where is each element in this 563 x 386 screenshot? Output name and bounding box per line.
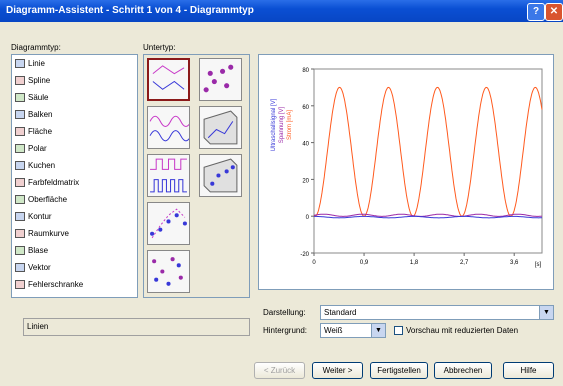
display-value: Standard [324, 308, 357, 317]
description-box: Linien [23, 318, 250, 336]
pie-chart-icon [15, 161, 25, 171]
chart-type-label: Polar [28, 144, 47, 153]
contour-chart-icon [15, 212, 25, 222]
chevron-down-icon[interactable]: ▼ [539, 306, 553, 319]
subtype-3d-points[interactable] [199, 154, 242, 197]
chart-type-item[interactable]: Spline [15, 75, 50, 87]
chart-type-label: Spline [28, 76, 51, 85]
chart-type-item[interactable]: Kontur [15, 211, 52, 223]
subtype-3d-line[interactable] [199, 106, 242, 149]
chart-type-label: Farbfeldmatrix [28, 178, 80, 187]
subtype-wave[interactable] [147, 106, 190, 149]
bar-chart-icon [15, 110, 25, 120]
background-label: Hintergrund: [263, 326, 308, 335]
back-button[interactable]: < Zurück [254, 362, 305, 379]
chart-type-label: Blase [28, 246, 49, 255]
y-tick-label: 0 [306, 215, 310, 221]
x-axis-unit-label: [s] [535, 262, 542, 268]
legend-label: Strom [mA] [287, 110, 293, 140]
chart-type-item[interactable]: Farbfeldmatrix [15, 177, 79, 189]
chart-type-item[interactable]: Oberfläche [15, 194, 67, 206]
description-text: Linien [27, 322, 49, 331]
color-matrix-icon [15, 178, 25, 188]
x-tick-label: 0 [312, 260, 316, 266]
legend-label: Ultraschallsignal [V] [271, 98, 277, 151]
series-line-spannung [313, 213, 543, 217]
chart-type-label: Kuchen [28, 161, 56, 170]
subtype-points[interactable] [199, 58, 242, 101]
subtype-label: Untertyp: [143, 43, 176, 52]
help-button[interactable]: Hilfe [503, 362, 554, 379]
finish-button[interactable]: Fertigstellen [370, 362, 428, 379]
x-tick-label: 3,6 [510, 260, 519, 266]
chart-type-item[interactable]: Linie [15, 58, 45, 70]
x-tick-label: 0,9 [360, 260, 369, 266]
x-tick-label: 2,7 [460, 260, 469, 266]
plot-area [313, 68, 543, 254]
x-tick-label: 1,8 [410, 260, 419, 266]
chart-type-label: Fläche [28, 127, 53, 136]
chart-type-label: Kontur [28, 212, 52, 221]
y-tick-label: 40 [302, 142, 309, 148]
y-tick-label: -20 [300, 252, 309, 258]
window-title: Diagramm-Assistent - Schritt 1 von 4 - D… [6, 5, 254, 16]
title-bar: Diagramm-Assistent - Schritt 1 von 4 - D… [0, 0, 563, 22]
area-chart-icon [15, 127, 25, 137]
surface-chart-icon [15, 195, 25, 205]
chart-type-label: Vektor [28, 263, 51, 272]
chart-type-label: Raumkurve [28, 229, 69, 238]
subtype-line[interactable] [147, 58, 190, 101]
chart-type-item[interactable]: Säule [15, 92, 48, 104]
y-tick-label: 80 [302, 68, 309, 74]
vector-chart-icon [15, 263, 25, 273]
background-select[interactable]: Weiß ▼ [320, 323, 386, 338]
chart-type-label: Fehlerschranke [28, 280, 84, 289]
chart-type-item[interactable]: Balken [15, 109, 52, 121]
chart-type-item[interactable]: Fehlerschranke [15, 279, 83, 291]
help-title-button[interactable]: ? [527, 3, 545, 21]
chart-type-item[interactable]: Kuchen [15, 160, 55, 172]
next-button[interactable]: Weiter > [312, 362, 363, 379]
y-tick-label: 60 [302, 105, 309, 111]
preview-reduced-label: Vorschau mit reduzierten Daten [406, 326, 519, 335]
chart-type-label: Linie [28, 59, 45, 68]
chart-preview: 80 60 40 20 0 -20 0 0,9 1,8 2,7 3,6 [s] Ultraschalls… [258, 54, 554, 290]
chart-type-label: Oberfläche [28, 195, 68, 204]
error-bar-icon [15, 280, 25, 290]
space-curve-icon [15, 229, 25, 239]
bubble-chart-icon [15, 246, 25, 256]
chart-type-item[interactable]: Fläche [15, 126, 52, 138]
close-button[interactable]: ✕ [545, 3, 563, 21]
line-chart-icon [15, 59, 25, 69]
legend-label: Spannung [V] [279, 106, 285, 143]
chart-type-item[interactable]: Raumkurve [15, 228, 69, 240]
subtype-scatter-line[interactable] [147, 202, 190, 245]
spline-chart-icon [15, 76, 25, 86]
display-label: Darstellung: [263, 308, 306, 317]
chart-type-item[interactable]: Polar [15, 143, 47, 155]
subtype-scatter[interactable] [147, 250, 190, 293]
subtype-step[interactable] [147, 154, 190, 197]
preview-reduced-checkbox[interactable] [394, 326, 403, 335]
subtype-panel [143, 54, 250, 298]
chart-type-label: Säule [28, 93, 49, 102]
polar-chart-icon [15, 144, 25, 154]
background-value: Weiß [324, 326, 343, 335]
series-line-ultraschall [314, 215, 542, 219]
series-line-strom [313, 86, 543, 217]
cancel-button[interactable]: Abbrechen [434, 362, 492, 379]
chart-type-item[interactable]: Vektor [15, 262, 51, 274]
chart-type-list[interactable]: Linie Spline Säule Balken Fläche Polar Kuchen F… [11, 54, 138, 298]
chevron-down-icon[interactable]: ▼ [371, 324, 385, 337]
y-tick-label: 20 [302, 178, 309, 184]
display-select[interactable]: Standard ▼ [320, 305, 554, 320]
column-chart-icon [15, 93, 25, 103]
chart-type-item[interactable]: Blase [15, 245, 48, 257]
chart-type-label: Balken [28, 110, 53, 119]
chart-type-label: Diagrammtyp: [11, 43, 61, 52]
